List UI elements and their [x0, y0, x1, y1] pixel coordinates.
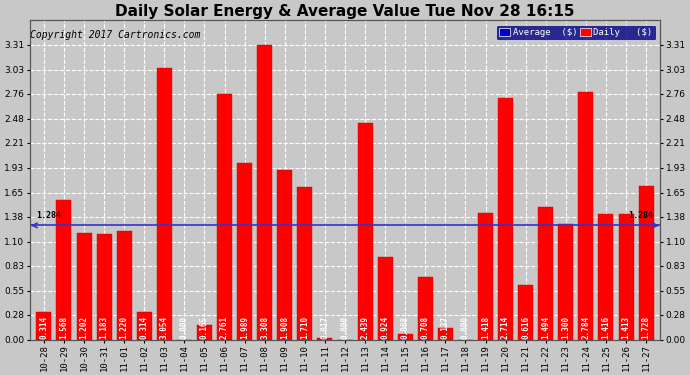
Text: 1.908: 1.908	[280, 316, 289, 339]
Text: 1.710: 1.710	[300, 316, 309, 339]
Text: 1.418: 1.418	[481, 316, 490, 339]
Text: 3.054: 3.054	[160, 316, 169, 339]
Bar	[397, 334, 413, 340]
Text: 0.314: 0.314	[39, 316, 48, 339]
Legend: Average  ($), Daily   ($): Average ($), Daily ($)	[496, 25, 656, 40]
Text: 1.220: 1.220	[119, 316, 129, 339]
Bar	[558, 224, 573, 340]
Text: 3.308: 3.308	[260, 316, 269, 339]
Bar	[538, 207, 553, 340]
Bar	[217, 94, 232, 340]
Bar	[237, 163, 252, 340]
Text: 0.924: 0.924	[381, 316, 390, 339]
Title: Daily Solar Energy & Average Value Tue Nov 28 16:15: Daily Solar Energy & Average Value Tue N…	[115, 4, 575, 19]
Bar	[417, 277, 433, 340]
Bar	[197, 325, 212, 340]
Bar	[77, 233, 92, 340]
Bar	[438, 328, 453, 340]
Bar	[297, 188, 313, 340]
Bar	[317, 338, 333, 340]
Text: 0.000: 0.000	[180, 316, 189, 339]
Text: 0.314: 0.314	[140, 316, 149, 339]
Text: 2.784: 2.784	[582, 316, 591, 339]
Bar	[478, 213, 493, 340]
Text: 0.068: 0.068	[401, 316, 410, 339]
Bar	[618, 214, 633, 340]
Text: Copyright 2017 Cartronics.com: Copyright 2017 Cartronics.com	[30, 30, 201, 40]
Bar	[598, 214, 613, 340]
Text: 0.708: 0.708	[421, 316, 430, 339]
Text: 1.989: 1.989	[240, 316, 249, 339]
Bar	[277, 170, 293, 340]
Bar	[578, 92, 593, 340]
Text: 1.300: 1.300	[561, 316, 571, 339]
Text: 0.000: 0.000	[461, 316, 470, 339]
Text: 0.137: 0.137	[441, 316, 450, 339]
Bar	[37, 312, 52, 340]
Bar	[97, 234, 112, 340]
Bar	[57, 200, 72, 340]
Text: 0.017: 0.017	[320, 316, 329, 339]
Bar	[498, 98, 513, 340]
Text: 1.202: 1.202	[79, 316, 88, 339]
Bar	[117, 231, 132, 340]
Text: 1.568: 1.568	[59, 316, 68, 339]
Text: 2.714: 2.714	[501, 316, 510, 339]
Text: 1.494: 1.494	[541, 316, 550, 339]
Text: 1.413: 1.413	[622, 316, 631, 339]
Bar	[157, 68, 172, 340]
Text: 2.439: 2.439	[361, 316, 370, 339]
Text: 1.183: 1.183	[99, 316, 108, 339]
Bar	[137, 312, 152, 340]
Text: 0.165: 0.165	[200, 316, 209, 339]
Bar	[518, 285, 533, 340]
Text: 0.000: 0.000	[340, 316, 350, 339]
Text: 1.416: 1.416	[602, 316, 611, 339]
Text: 1.284: 1.284	[629, 211, 653, 220]
Text: 0.616: 0.616	[521, 316, 530, 339]
Text: 2.761: 2.761	[220, 316, 229, 339]
Bar	[377, 258, 393, 340]
Bar	[257, 45, 273, 340]
Bar	[638, 186, 653, 340]
Text: 1.284: 1.284	[37, 211, 61, 220]
Text: 1.728: 1.728	[642, 316, 651, 339]
Bar	[357, 123, 373, 340]
